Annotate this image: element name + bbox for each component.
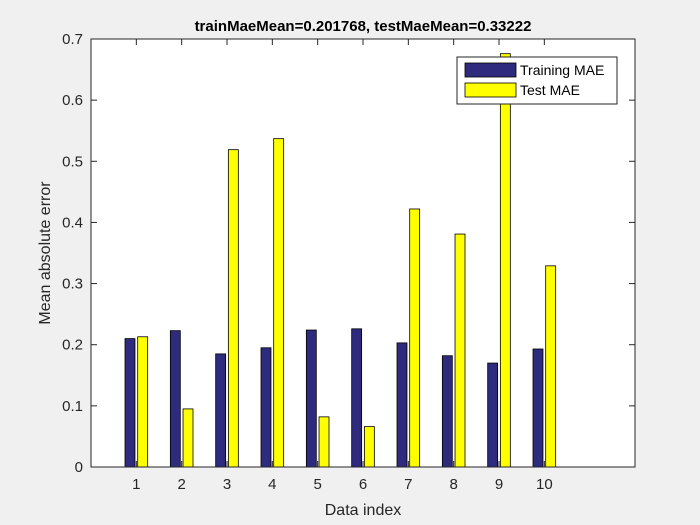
legend-label-test: Test MAE (520, 82, 580, 98)
bar-training-4 (260, 347, 272, 468)
bar-training-6 (351, 328, 363, 468)
bar-training-1 (124, 338, 136, 468)
bar-test-9 (499, 53, 511, 468)
bar-test-10 (545, 265, 557, 468)
x-tick-label: 10 (536, 476, 553, 493)
x-tick-label: 7 (404, 476, 412, 493)
bar-test-4 (273, 138, 285, 468)
bar-test-6 (363, 426, 375, 468)
y-tick-label: 0.7 (62, 31, 83, 48)
bar-training-9 (487, 362, 499, 468)
y-tick-label: 0.6 (62, 92, 83, 109)
plot-area (91, 39, 635, 467)
x-tick-label: 2 (177, 476, 185, 493)
bar-training-5 (305, 329, 317, 468)
chart-title: trainMaeMean=0.201768, testMaeMean=0.332… (195, 18, 532, 35)
y-tick-label: 0.1 (62, 398, 83, 415)
bar-training-3 (215, 353, 227, 468)
x-tick-label: 9 (495, 476, 503, 493)
x-axis-title: Data index (325, 502, 402, 519)
x-tick-label: 6 (359, 476, 367, 493)
legend-swatch-test (464, 82, 517, 98)
x-tick-label: 8 (449, 476, 457, 493)
legend: Training MAE Test MAE (456, 56, 618, 105)
y-tick-label: 0.3 (62, 276, 83, 293)
ticks-layer: 1 2 3 4 5 6 7 8 9 10 0 0.1 0.2 0.3 0.4 0.5 0.6 0.7 (62, 31, 635, 493)
bar-training-8 (441, 355, 453, 468)
bar-test-7 (409, 208, 421, 468)
bar-training-7 (396, 342, 408, 468)
x-tick-label: 3 (223, 476, 231, 493)
bar-training-2 (169, 330, 181, 468)
bar-test-5 (318, 416, 330, 468)
y-axis-title: Mean absolute error (37, 181, 54, 325)
bar-test-3 (227, 149, 239, 468)
y-tick-label: 0.4 (62, 214, 83, 231)
bar-test-8 (454, 233, 466, 468)
legend-label-training: Training MAE (520, 62, 604, 78)
y-tick-label: 0.5 (62, 153, 83, 170)
bar-test-2 (182, 408, 194, 468)
y-tick-label: 0.2 (62, 337, 83, 354)
x-tick-label: 5 (313, 476, 321, 493)
bar-training-10 (532, 348, 544, 468)
x-tick-label: 1 (132, 476, 140, 493)
y-tick-label: 0 (75, 459, 83, 476)
x-tick-label: 4 (268, 476, 276, 493)
bar-test-1 (137, 336, 149, 468)
legend-swatch-training (464, 62, 517, 78)
